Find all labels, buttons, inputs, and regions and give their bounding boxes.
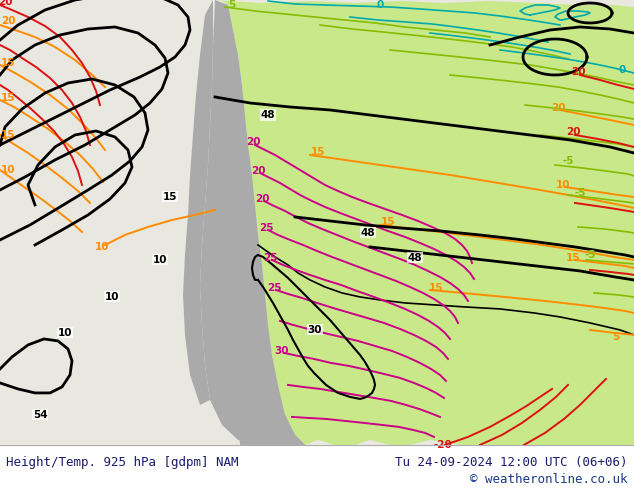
Text: 20: 20 xyxy=(551,103,566,113)
Text: 48: 48 xyxy=(261,110,275,120)
Text: 15: 15 xyxy=(1,130,15,140)
Text: -5: -5 xyxy=(574,188,586,198)
Text: 15: 15 xyxy=(566,253,580,263)
Text: 5: 5 xyxy=(612,332,619,342)
Text: 25: 25 xyxy=(262,253,277,263)
Text: 15: 15 xyxy=(163,192,178,202)
Text: -20: -20 xyxy=(434,440,453,450)
Polygon shape xyxy=(183,0,213,405)
Text: 20: 20 xyxy=(246,137,260,147)
Text: 10: 10 xyxy=(94,242,109,252)
Text: 54: 54 xyxy=(33,410,48,420)
Text: 10: 10 xyxy=(105,292,119,302)
Polygon shape xyxy=(200,0,305,445)
Text: 20: 20 xyxy=(1,16,15,26)
Text: 10: 10 xyxy=(153,255,167,265)
Text: 20: 20 xyxy=(0,0,12,7)
Text: 15: 15 xyxy=(1,58,15,68)
Text: 20: 20 xyxy=(251,166,265,176)
Text: Tu 24-09-2024 12:00 UTC (06+06): Tu 24-09-2024 12:00 UTC (06+06) xyxy=(395,456,628,469)
Text: 15: 15 xyxy=(381,217,395,227)
Text: 0: 0 xyxy=(618,65,626,75)
Text: Height/Temp. 925 hPa [gdpm] NAM: Height/Temp. 925 hPa [gdpm] NAM xyxy=(6,456,239,469)
Polygon shape xyxy=(215,0,634,445)
Text: © weatheronline.co.uk: © weatheronline.co.uk xyxy=(470,473,628,487)
Text: 25: 25 xyxy=(259,223,273,233)
Text: 10: 10 xyxy=(556,180,570,190)
Text: 20: 20 xyxy=(255,194,269,204)
Polygon shape xyxy=(238,340,310,445)
Text: 15: 15 xyxy=(1,93,15,103)
Text: 15: 15 xyxy=(429,283,443,293)
Text: 30: 30 xyxy=(275,346,289,356)
Text: 0: 0 xyxy=(377,0,384,10)
Text: -5: -5 xyxy=(585,250,596,260)
Text: 5: 5 xyxy=(228,0,236,10)
Text: 10: 10 xyxy=(58,328,72,338)
Text: 20: 20 xyxy=(566,127,580,137)
Text: 30: 30 xyxy=(307,325,322,335)
Text: 25: 25 xyxy=(267,283,281,293)
Text: 48: 48 xyxy=(408,253,422,263)
Text: 48: 48 xyxy=(361,228,375,238)
Text: 10: 10 xyxy=(1,165,15,175)
Text: 15: 15 xyxy=(311,147,325,157)
Text: 20: 20 xyxy=(571,67,585,77)
Text: -5: -5 xyxy=(562,156,574,166)
